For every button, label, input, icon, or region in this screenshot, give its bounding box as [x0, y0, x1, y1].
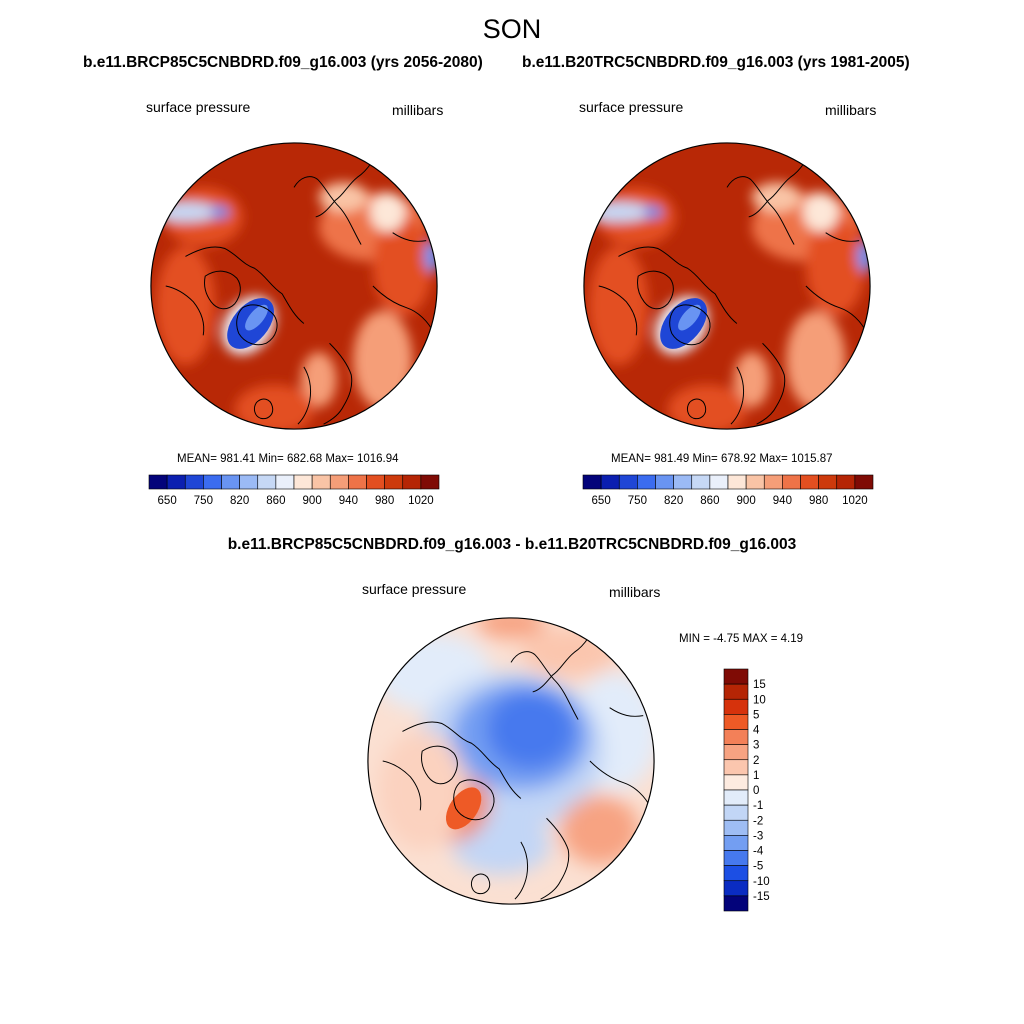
left-map-colorbar-tick-label: 650 — [158, 495, 177, 507]
figure-title: SON — [482, 14, 542, 44]
difference-colorbar-box — [723, 729, 749, 745]
left-map — [150, 142, 438, 430]
right-map-colorbar-box — [763, 474, 783, 490]
right-map-colorbar-box — [673, 474, 693, 490]
left-map-colorbar-tick-label: 750 — [194, 495, 213, 507]
right-map-colorbar-box — [618, 474, 638, 490]
left-map-colorbar-box — [275, 474, 295, 490]
right-map-variable-label: surface pressure — [579, 99, 684, 115]
right-map-colorbar-tick-label: 900 — [737, 495, 756, 507]
right-map-colorbar-box — [727, 474, 747, 490]
difference-colorbar-box — [723, 759, 749, 776]
difference-colorbar-box — [723, 804, 749, 821]
left-map-colorbar-box — [348, 474, 367, 490]
difference-colorbar-tick-label: -4 — [753, 846, 764, 858]
difference-colorbar-tick-label: 5 — [753, 709, 759, 721]
right-map-colorbar-box — [709, 474, 729, 490]
right-map-colorbar-box — [745, 474, 765, 490]
right-map-colorbar-box — [800, 474, 819, 490]
left-map-variable-label: surface pressure — [146, 99, 251, 115]
difference-colorbar-tick-label: -3 — [753, 830, 763, 842]
right-map-colorbar-tick-label: 940 — [773, 495, 792, 507]
left-map-colorbar-tick-label: 980 — [375, 495, 394, 507]
right-map-colorbar-box — [582, 474, 602, 490]
left-map-colorbar-tick-label: 900 — [303, 495, 322, 507]
right-map-colorbar-box — [854, 474, 874, 490]
difference-colorbar-tick-label: 2 — [753, 755, 759, 767]
right-map-colorbar-box — [818, 474, 838, 490]
difference-colorbar-tick-label: -1 — [753, 800, 763, 812]
left-panel-title: b.e11.BRCP85C5CNBDRD.f09_g16.003 (yrs 20… — [83, 54, 483, 71]
left-map-colorbar-box — [257, 474, 277, 490]
difference-colorbar-tick-label: 0 — [753, 785, 759, 797]
left-map-colorbar-box — [184, 474, 204, 490]
right-map-stats: MEAN= 981.49 Min= 678.92 Max= 1015.87 — [611, 453, 833, 465]
left-map-colorbar-box — [329, 474, 349, 490]
left-map-colorbar-box — [311, 474, 331, 490]
difference-colorbar-tick-label: 3 — [753, 740, 759, 752]
right-map-colorbar-tick-label: 980 — [809, 495, 828, 507]
right-map-colorbar-box — [600, 474, 620, 490]
left-map-colorbar-tick-label: 820 — [230, 495, 249, 507]
left-map-colorbar-tick-label: 860 — [266, 495, 285, 507]
right-map-colorbar: 650 750 820 860 900 940 980 1020 — [582, 474, 874, 507]
left-map-colorbar: 650 750 820 860 900 940 980 1020 — [148, 474, 440, 507]
difference-colorbar-tick-label: 1 — [753, 770, 759, 782]
difference-colorbar-box — [723, 683, 749, 700]
right-map-colorbar-box — [782, 474, 801, 490]
difference-map — [367, 617, 655, 905]
left-map-colorbar-box — [402, 474, 422, 490]
left-map-colorbar-box — [239, 474, 259, 490]
right-map-colorbar-tick-label: 820 — [664, 495, 683, 507]
diff-map-stats: MIN = -4.75 MAX = 4.19 — [679, 633, 804, 645]
right-map-colorbar-tick-label: 650 — [592, 495, 611, 507]
right-map-colorbar-tick-label: 750 — [628, 495, 647, 507]
difference-colorbar-box — [723, 835, 749, 851]
difference-colorbar-box — [723, 819, 749, 836]
difference-colorbar-tick-label: -2 — [753, 815, 763, 827]
diff-map-units-label: millibars — [609, 584, 661, 600]
difference-colorbar-tick-label: -5 — [753, 861, 763, 873]
left-map-colorbar-box — [221, 474, 240, 490]
right-map-colorbar-box — [691, 474, 711, 490]
right-map-colorbar-tick-label: 860 — [700, 495, 719, 507]
right-map-colorbar-box — [655, 474, 674, 490]
difference-colorbar-box — [723, 744, 749, 761]
right-panel-title: b.e11.B20TRC5CNBDRD.f09_g16.003 (yrs 198… — [522, 54, 910, 71]
right-map-colorbar-box — [637, 474, 656, 490]
difference-colorbar-tick-label: 15 — [753, 679, 766, 691]
right-map-colorbar-tick-label: 1020 — [842, 495, 868, 507]
left-map-colorbar-box — [366, 474, 385, 490]
difference-colorbar-box — [723, 865, 749, 882]
difference-colorbar-box — [723, 714, 749, 730]
difference-colorbar-box — [723, 895, 749, 912]
difference-colorbar-box — [723, 850, 749, 866]
left-map-colorbar-box — [203, 474, 222, 490]
left-map-units-label: millibars — [392, 102, 444, 118]
left-map-colorbar-box — [420, 474, 440, 490]
left-map-colorbar-box — [293, 474, 313, 490]
left-map-colorbar-tick-label: 1020 — [408, 495, 434, 507]
right-map — [583, 142, 871, 430]
difference-colorbar-tick-label: 10 — [753, 694, 766, 706]
left-map-colorbar-box — [148, 474, 168, 490]
left-map-colorbar-box — [384, 474, 404, 490]
difference-colorbar-box — [723, 789, 749, 806]
difference-colorbar-box — [723, 698, 749, 715]
difference-colorbar-box — [723, 880, 749, 897]
right-map-units-label: millibars — [825, 102, 877, 118]
difference-colorbar-tick-label: 4 — [753, 725, 760, 737]
left-map-colorbar-box — [166, 474, 186, 490]
difference-panel-title: b.e11.BRCP85C5CNBDRD.f09_g16.003 - b.e11… — [227, 536, 797, 553]
left-map-stats: MEAN= 981.41 Min= 682.68 Max= 1016.94 — [177, 453, 399, 465]
difference-colorbar-tick-label: -10 — [753, 876, 770, 888]
difference-colorbar-box — [723, 668, 749, 685]
right-map-colorbar-box — [836, 474, 856, 490]
left-map-colorbar-tick-label: 940 — [339, 495, 358, 507]
difference-colorbar-tick-label: -15 — [753, 891, 770, 903]
difference-colorbar-box — [723, 774, 749, 791]
diff-map-variable-label: surface pressure — [362, 581, 467, 597]
